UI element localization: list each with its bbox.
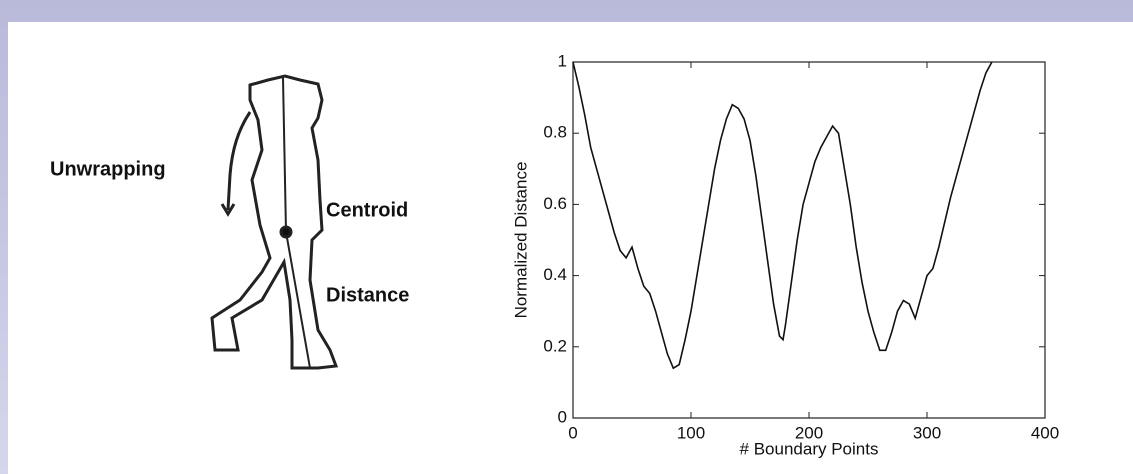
arrow-head (220, 203, 236, 217)
body-outline (210, 74, 339, 370)
radius-line (282, 77, 287, 233)
x-tick-label: 400 (1031, 423, 1059, 442)
y-tick-label: 0.8 (543, 123, 567, 142)
x-tick-label: 0 (568, 423, 577, 442)
distance-line (285, 231, 311, 369)
slide-panel (8, 22, 1133, 474)
y-tick-label: 0.4 (543, 265, 567, 284)
centroid-dot (279, 225, 293, 239)
y-tick-label: 0 (558, 407, 567, 426)
silhouette (210, 74, 339, 370)
unwrap-arrow (226, 111, 252, 211)
unwrapping-label: Unwrapping (50, 158, 166, 180)
data-line (572, 61, 993, 370)
distance-label: Distance (326, 284, 409, 306)
x-tick-label: 200 (795, 423, 823, 442)
y-tick-label: 1 (558, 51, 567, 70)
plot-frame (572, 61, 1046, 419)
x-axis-title: # Boundary Points (740, 439, 879, 458)
y-tick-label: 0.2 (543, 336, 567, 355)
x-tick-label: 100 (677, 423, 705, 442)
y-axis-title: Normalized Distance (511, 162, 530, 319)
y-tick-label: 0.6 (543, 194, 567, 213)
centroid-label: Centroid (326, 199, 408, 221)
x-tick-label: 300 (913, 423, 941, 442)
